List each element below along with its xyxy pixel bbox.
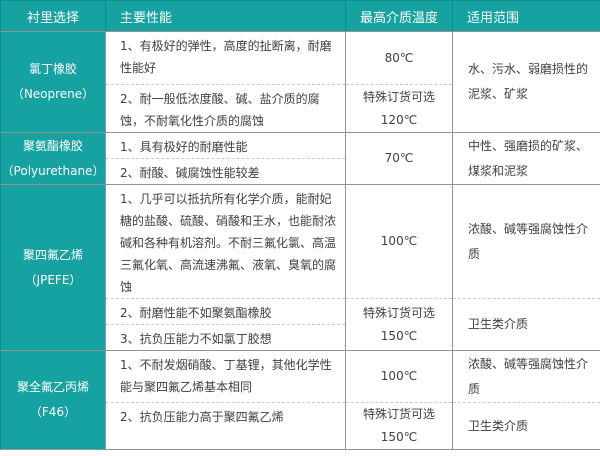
material-code: （Neoprene） [1, 82, 105, 107]
material-code: （Polyurethane） [1, 159, 105, 184]
material-cell-neoprene: 氯丁橡胶 （Neoprene） [1, 32, 106, 133]
temperature-note: 特殊订货可选 [346, 86, 452, 109]
table-row: 氯丁橡胶 （Neoprene） 1、有极好的弹性，高度的扯断离，耐磨性能好 80… [1, 32, 600, 85]
temperature-cell: 70℃ [346, 133, 453, 185]
performance-cell: 1、几乎可以抵抗所有化学介质，能耐妃糖的盐酸、硫酸、硝酸和王水，也能耐浓碱和各种… [106, 185, 346, 299]
range-cell: 卫生类介质 [453, 403, 600, 450]
header-row: 衬里选择 主要性能 最高介质温度 适用范围 [1, 1, 600, 32]
performance-cell: 2、抗负压能力高于聚四氟乙烯 [106, 403, 346, 450]
material-name: 聚四氟乙烯 [1, 243, 105, 268]
temperature-note: 特殊订货可选 [346, 403, 452, 426]
range-cell: 中性、强磨损的矿浆、煤浆和泥浆 [453, 133, 600, 185]
range-cell: 卫生类介质 [453, 299, 600, 351]
material-cell-polyurethane: 聚氨酯橡胶 （Polyurethane） [1, 133, 106, 185]
performance-cell: 2、耐一般低浓度酸、碱、盐介质的腐蚀，不耐氧化性介质的腐蚀 [106, 85, 346, 133]
temperature-value: 150℃ [346, 426, 452, 449]
temperature-cell: 特殊订货可选 150℃ [346, 299, 453, 351]
temperature-value: 100℃ [346, 365, 452, 388]
temperature-note: 特殊订货可选 [346, 302, 452, 325]
performance-cell: 2、耐磨性能不如聚氨酯橡胶 [106, 299, 346, 325]
header-applicable-range: 适用范围 [453, 1, 600, 32]
material-code: （JPEFE） [1, 268, 105, 293]
temperature-cell: 80℃ [346, 32, 453, 85]
material-cell-ptfe: 聚四氟乙烯 （JPEFE） [1, 185, 106, 351]
temperature-cell: 100℃ [346, 351, 453, 403]
material-code: （F46） [1, 400, 105, 425]
temperature-value: 120℃ [346, 109, 452, 132]
temperature-value: 70℃ [346, 147, 452, 170]
temperature-cell: 特殊订货可选 150℃ [346, 403, 453, 450]
material-name: 氯丁橡胶 [1, 57, 105, 82]
table-row: 聚四氟乙烯 （JPEFE） 1、几乎可以抵抗所有化学介质，能耐妃糖的盐酸、硫酸、… [1, 185, 600, 299]
table-row: 聚全氟乙丙烯 （F46） 1、不耐发烟硝酸、丁基锂，其他化学性能与聚四氟乙烯基本… [1, 351, 600, 403]
range-cell: 浓酸、碱等强腐蚀性介质 [453, 351, 600, 403]
material-cell-f46: 聚全氟乙丙烯 （F46） [1, 351, 106, 450]
temperature-cell: 100℃ [346, 185, 453, 299]
header-max-medium-temperature: 最高介质温度 [346, 1, 453, 32]
material-name: 聚氨酯橡胶 [1, 134, 105, 159]
temperature-value: 150℃ [346, 325, 452, 348]
temperature-cell: 特殊订货可选 120℃ [346, 85, 453, 133]
performance-cell: 3、抗负压能力不如氯丁胶想 [106, 325, 346, 351]
table-row: 聚氨酯橡胶 （Polyurethane） 1、具有极好的耐磨性能 70℃ 中性、… [1, 133, 600, 159]
performance-cell: 1、具有极好的耐磨性能 [106, 133, 346, 159]
header-lining-selection: 衬里选择 [1, 1, 106, 32]
temperature-value: 80℃ [346, 47, 452, 70]
performance-cell: 1、不耐发烟硝酸、丁基锂，其他化学性能与聚四氟乙烯基本相同 [106, 351, 346, 403]
range-cell: 浓酸、碱等强腐蚀性介质 [453, 185, 600, 299]
performance-cell: 1、有极好的弹性，高度的扯断离，耐磨性能好 [106, 32, 346, 85]
header-main-performance: 主要性能 [106, 1, 346, 32]
range-cell: 水、污水、弱磨损性的泥浆、矿浆 [453, 32, 600, 133]
temperature-value: 100℃ [346, 230, 452, 253]
material-name: 聚全氟乙丙烯 [1, 375, 105, 400]
performance-cell: 2、耐酸、碱腐蚀性能较差 [106, 159, 346, 185]
